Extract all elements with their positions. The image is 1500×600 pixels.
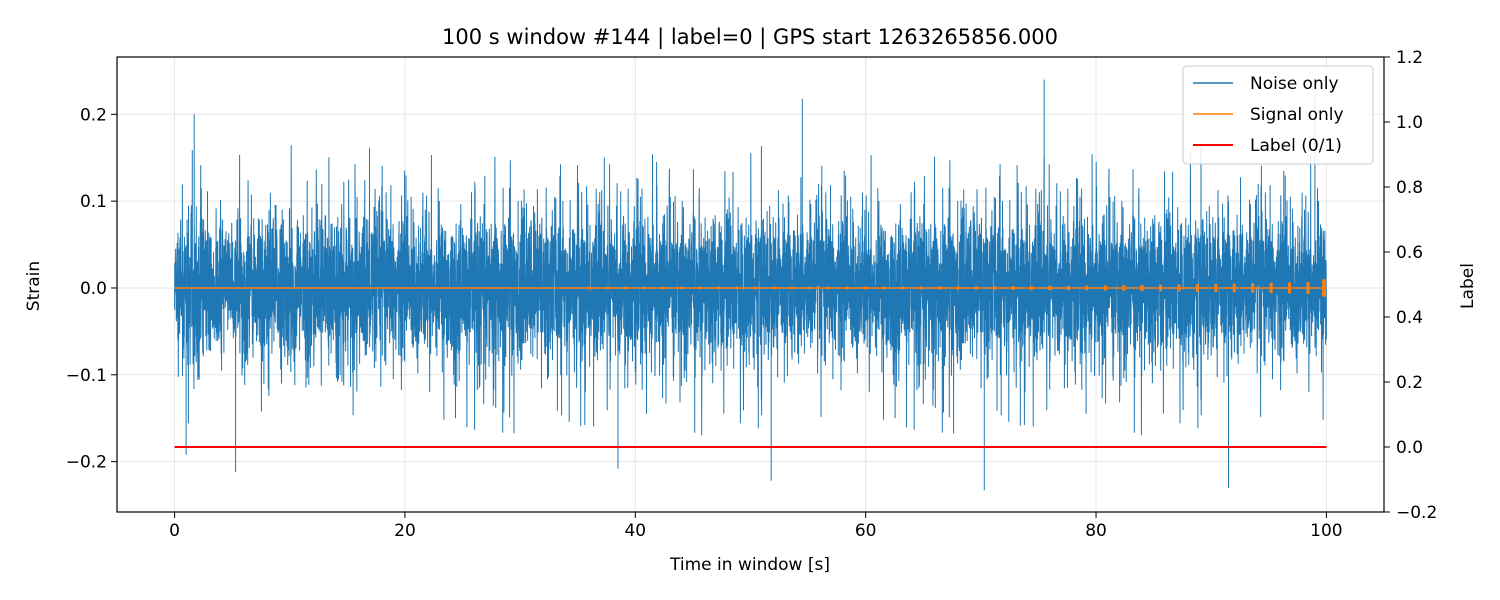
y2-tick-label: 1.0 bbox=[1396, 113, 1423, 133]
signal-series bbox=[174, 279, 1327, 297]
x-tick-label: 0 bbox=[169, 521, 180, 541]
y2-tick-label: 0.0 bbox=[1396, 438, 1423, 458]
y2-tick-label: −0.2 bbox=[1396, 503, 1437, 523]
y-tick-label: −0.1 bbox=[66, 366, 107, 386]
x-tick-label: 20 bbox=[394, 521, 416, 541]
noise-trace bbox=[174, 79, 1327, 491]
y2-tick-label: 0.6 bbox=[1396, 243, 1423, 263]
x-tick-label: 100 bbox=[1310, 521, 1342, 541]
legend-box bbox=[1182, 65, 1374, 165]
legend-label-signal: Signal only bbox=[1250, 105, 1344, 125]
legend-label-noise: Noise only bbox=[1250, 74, 1339, 94]
plot-frame bbox=[116, 56, 1385, 513]
y-tick-label: −0.2 bbox=[66, 453, 107, 473]
legend-label-label: Label (0/1) bbox=[1250, 136, 1342, 156]
y2-tick-label: 0.8 bbox=[1396, 178, 1423, 198]
x-tick-label: 80 bbox=[1085, 521, 1107, 541]
y-tick-label: 0.0 bbox=[80, 279, 107, 299]
y-tick-label: 0.2 bbox=[80, 105, 107, 125]
y-axis-left: −0.2 −0.1 0.0 0.1 0.2 bbox=[66, 105, 117, 473]
y2-axis-title: Label bbox=[1458, 263, 1478, 309]
y-axis-right: −0.2 0.0 0.2 0.4 0.6 0.8 1.0 1.2 bbox=[1384, 48, 1437, 523]
y2-tick-label: 1.2 bbox=[1396, 48, 1423, 68]
noise-series bbox=[174, 79, 1327, 491]
y2-tick-label: 0.2 bbox=[1396, 373, 1423, 393]
x-axis: 0 20 40 60 80 100 bbox=[169, 512, 1343, 541]
y-tick-label: 0.1 bbox=[80, 192, 107, 212]
x-tick-label: 40 bbox=[624, 521, 646, 541]
chart-title: 100 s window #144 | label=0 | GPS start … bbox=[442, 25, 1058, 50]
y2-tick-label: 0.4 bbox=[1396, 308, 1423, 328]
x-tick-label: 60 bbox=[855, 521, 877, 541]
legend: Noise only Signal only Label (0/1) bbox=[1182, 65, 1374, 165]
x-axis-title: Time in window [s] bbox=[669, 555, 830, 575]
y-axis-title: Strain bbox=[24, 261, 44, 311]
